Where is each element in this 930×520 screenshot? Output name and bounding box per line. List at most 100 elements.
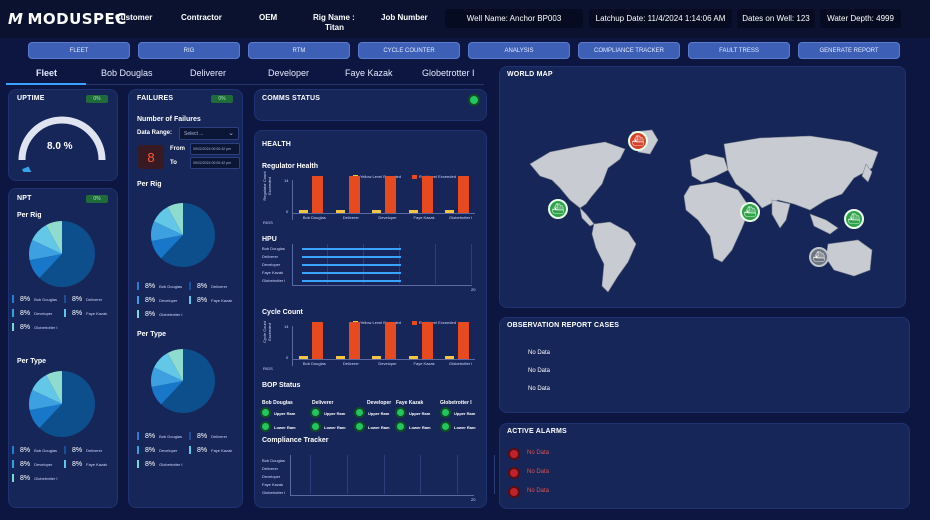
legend-percent: 8% [20, 474, 31, 482]
tab-globetrotter[interactable]: Globetrotter I [422, 68, 475, 78]
rig-marker-ok[interactable]: ⛴ [740, 202, 760, 222]
bar-red[interactable] [348, 321, 360, 359]
rig-marker-alarm[interactable]: ⛴ [628, 131, 648, 151]
tab-developer[interactable]: Developer [268, 68, 310, 78]
pie-slice [154, 352, 183, 381]
npt-per-rig-pie[interactable] [28, 220, 96, 293]
bar-yellow[interactable] [335, 356, 345, 359]
from-date-input[interactable]: 09/22/2024 00:00:42 pm [190, 143, 240, 155]
tab-faye-kazak[interactable]: Faye Kazak [345, 68, 393, 78]
nav-analysis-button[interactable]: ANALYSIS [468, 42, 570, 59]
y-axis-label: Regulator Count Exceeded [262, 171, 272, 201]
health-card [254, 130, 487, 508]
bar-red[interactable] [458, 321, 470, 359]
failures-per-type-pie[interactable] [150, 348, 216, 419]
nav-compliance-tracker-button[interactable]: COMPLIANCE TRACKER [578, 42, 680, 59]
bar-yellow[interactable] [445, 210, 455, 213]
date-range-select[interactable]: Select ... ⌄ [179, 127, 239, 140]
north-america-shape [529, 141, 626, 209]
y-axis-line [292, 180, 293, 220]
bar-yellow[interactable] [299, 356, 308, 359]
grid-line [435, 244, 436, 284]
failures-title: FAILURES [137, 95, 174, 102]
grid-line [383, 455, 385, 494]
legend-text: Red Level Exceeded [419, 320, 456, 325]
hpu-bar[interactable] [302, 280, 401, 282]
bar-red[interactable] [421, 175, 433, 213]
legend-swatch [12, 295, 14, 303]
legend-swatch [12, 309, 14, 317]
nav-fault-tress-button[interactable]: FAULT TRESS [688, 42, 790, 59]
bar-red[interactable] [312, 321, 323, 359]
legend-name: Developer [159, 447, 178, 453]
bop-lower-ram-indicator [442, 423, 449, 430]
ship-icon: ⛴ [743, 206, 757, 218]
bop-upper-ram-label: Upper Ram [324, 411, 346, 416]
y-axis-line [292, 244, 293, 285]
hpu-bar[interactable] [302, 256, 401, 258]
uptime-value: 8.0 % [47, 141, 73, 152]
bar-red[interactable] [348, 175, 360, 213]
rig-name-value[interactable]: Titan [325, 23, 344, 32]
x-tick-label: Globetrotter I [449, 361, 473, 366]
bar-red[interactable] [312, 175, 323, 213]
tab-bob-douglas[interactable]: Bob Douglas [101, 68, 153, 78]
hpu-bar[interactable] [302, 248, 401, 250]
x-axis-label: RIGS [263, 366, 273, 371]
world-map[interactable] [510, 124, 900, 304]
tab-deliverer[interactable]: Deliverer [190, 68, 227, 78]
bop-upper-ram-label: Upper Ram [368, 411, 390, 416]
legend-percent: 8% [72, 446, 83, 454]
bar-yellow[interactable] [408, 356, 418, 359]
nav-cycle-counter-button[interactable]: CYCLE COUNTER [358, 42, 460, 59]
bar-red[interactable] [385, 321, 397, 359]
job-number-label[interactable]: Job Number [381, 13, 428, 22]
tab-fleet[interactable]: Fleet [36, 68, 58, 78]
rig-marker-ok[interactable]: ⛴ [548, 199, 568, 219]
to-label: To [170, 160, 177, 166]
legend-swatch [412, 174, 417, 179]
grid-line [346, 455, 348, 494]
bar-red[interactable] [421, 321, 433, 359]
nav-rtm-button[interactable]: RTM [248, 42, 350, 59]
bop-rig-name: Globetrotter I [440, 400, 472, 406]
oem-label[interactable]: OEM [259, 13, 278, 22]
bar-yellow[interactable] [408, 210, 418, 213]
bar-yellow[interactable] [445, 356, 455, 359]
rig-marker-offline[interactable]: ⛴ [809, 247, 829, 267]
rig-marker-ok[interactable]: ⛴ [844, 209, 864, 229]
southeast-asia-shape [809, 213, 839, 235]
hpu-label: HPU [262, 236, 277, 243]
to-date-input[interactable]: 09/22/2024 00:00:42 pm [190, 157, 240, 169]
failures-per-rig-pie[interactable] [150, 202, 216, 273]
pie-slice [32, 375, 62, 404]
hpu-bar[interactable] [302, 272, 401, 274]
cycle-count-label: Cycle Count [262, 309, 303, 316]
compliance-category-label: Deliverer [262, 466, 279, 471]
legend-swatch [64, 309, 66, 317]
legend-item: 8% Globetrotter I [12, 474, 57, 482]
legend-percent: 8% [197, 432, 208, 440]
contractor-label[interactable]: Contractor [181, 13, 222, 22]
legend-swatch [137, 446, 139, 454]
bar-red[interactable] [458, 175, 470, 213]
npt-badge: 0% [86, 195, 108, 203]
nav-fleet-button[interactable]: FLEET [28, 42, 130, 59]
npt-per-type-pie[interactable] [28, 370, 96, 443]
legend-item: 8% Bob Douglas [137, 282, 182, 290]
nav-rig-button[interactable]: RIG [138, 42, 240, 59]
bop-lower-ram-label: Lower Ram [274, 425, 296, 430]
legend-red: Red Level Exceeded [412, 174, 456, 179]
legend-text: Yellow Level Exceeded [360, 320, 401, 325]
customer-label[interactable]: Customer [115, 13, 153, 22]
bar-yellow[interactable] [372, 210, 382, 213]
bar-yellow[interactable] [372, 356, 382, 359]
legend-percent: 8% [20, 460, 31, 468]
bar-yellow[interactable] [299, 210, 308, 213]
x-axis-line [292, 213, 475, 214]
bar-yellow[interactable] [335, 210, 345, 213]
bar-red[interactable] [385, 175, 397, 213]
hpu-bar[interactable] [302, 264, 401, 266]
nav-generate-report-button[interactable]: GENERATE REPORT [798, 42, 900, 59]
legend-swatch [137, 310, 139, 318]
